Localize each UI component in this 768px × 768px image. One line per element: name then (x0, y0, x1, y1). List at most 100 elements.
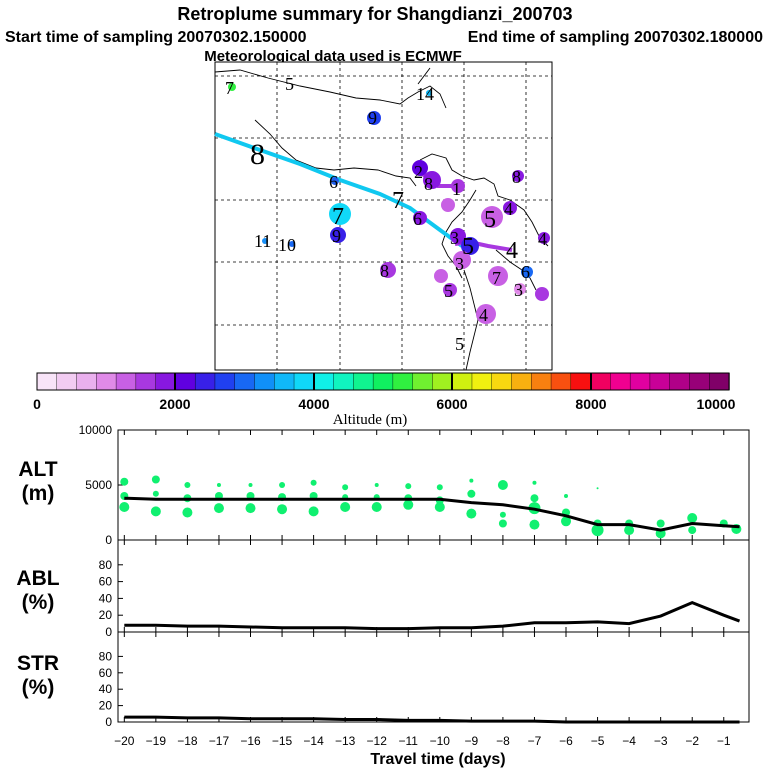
map-point (413, 211, 427, 225)
day-label: 5 (285, 74, 294, 94)
altitude-scatter-point (497, 480, 508, 490)
altitude-scatter-point (310, 479, 317, 486)
colorbar-swatch (194, 372, 216, 391)
colorbar-swatch (689, 372, 710, 391)
map-point (426, 90, 432, 96)
altitude-scatter-point (245, 503, 256, 514)
altitude-scatter-point (151, 475, 160, 484)
x-tick-label: −8 (496, 734, 510, 748)
altitude-scatter-point (119, 502, 130, 512)
colorbar-swatch (254, 372, 275, 391)
map-point (450, 228, 466, 244)
x-tick-label: −16 (240, 734, 261, 748)
x-tick-label: −1 (717, 734, 731, 748)
map-point (412, 160, 428, 176)
map-point (481, 206, 503, 228)
map-point (476, 304, 496, 324)
day-label: 3 (455, 254, 464, 274)
x-tick-label: −11 (399, 734, 419, 748)
day-label: 8 (250, 138, 265, 171)
day-label: 4 (479, 305, 488, 325)
altitude-scatter-point (213, 503, 224, 514)
day-label: 9 (368, 108, 377, 128)
day-label: 4 (506, 238, 518, 264)
str-panel-label: STR (17, 652, 59, 675)
map-gridlines (215, 62, 552, 370)
map-point (535, 287, 549, 301)
altitude-scatter-point (624, 525, 635, 536)
colorbar-tick: 4000 (298, 396, 329, 412)
alt-panel-label: ALT (18, 458, 57, 481)
colorbar-swatch (452, 372, 473, 391)
map-point (453, 251, 471, 269)
colorbar-swatch (96, 372, 117, 391)
alt-panel-frame (117, 429, 750, 541)
x-axis-label: Travel time (days) (370, 751, 505, 768)
colorbar-swatch (175, 372, 196, 391)
x-tick-label: −19 (146, 734, 167, 748)
y-tick-label: 60 (99, 666, 113, 680)
colorbar-tick: 10000 (697, 396, 736, 412)
altitude-scatter-point (184, 482, 191, 488)
altitude-scatter-point (279, 482, 286, 488)
colorbar-swatch (511, 372, 532, 391)
chart-title: Retroplume summary for Shangdianzi_20070… (177, 4, 572, 24)
day-label: 7 (392, 188, 404, 214)
altitude-scatter-point (405, 483, 412, 490)
colorbar-swatch (36, 372, 58, 391)
x-tick-label: −13 (335, 734, 356, 748)
subtitle-start-time: Start time of sampling 20070302.150000 (5, 29, 307, 46)
map-point (289, 241, 295, 247)
colorbar-label: Altitude (m) (333, 412, 408, 428)
map-point (521, 266, 533, 278)
altitude-scatter-point (277, 504, 288, 515)
map-point (434, 269, 448, 283)
day-label: 6 (521, 262, 530, 282)
colorbar-swatch (491, 372, 513, 391)
y-tick-label: 0 (105, 715, 112, 729)
x-tick-label: −5 (591, 734, 605, 748)
altitude-scatter-point (248, 483, 253, 487)
x-tick-label: −9 (465, 734, 479, 748)
y-tick-label: 80 (99, 558, 113, 572)
day-label: 1 (452, 179, 461, 199)
altitude-scatter-point (596, 487, 599, 490)
map-point (331, 177, 339, 185)
day-label: 8 (424, 174, 433, 194)
map-point (488, 266, 508, 286)
colorbar-swatch (709, 372, 730, 391)
day-label: 10 (278, 235, 296, 255)
y-tick-label: 80 (99, 649, 113, 663)
x-tick-label: −12 (367, 734, 388, 748)
altitude-scatter-point (656, 519, 665, 528)
x-tick-label: −14 (303, 734, 324, 748)
colorbar-swatch (372, 372, 394, 391)
str-series-line (124, 715, 740, 724)
map-point (441, 198, 455, 212)
colorbar-swatch (76, 372, 98, 391)
altitude-scatter-point (120, 477, 129, 486)
altitude-scatter-point (150, 506, 161, 517)
day-label: 14 (416, 84, 434, 104)
x-tick-label: −10 (430, 734, 451, 748)
colorbar-tick: 6000 (436, 396, 467, 412)
day-label: 4 (538, 229, 547, 249)
colorbar-swatch (333, 372, 355, 391)
altitude-scatter-point (687, 513, 698, 523)
y-tick-label: 10000 (79, 423, 113, 437)
colorbar-tick: 8000 (575, 396, 606, 412)
colorbar-swatch (214, 372, 236, 391)
y-tick-label: 0 (105, 533, 112, 547)
day-label: 5 (444, 281, 453, 301)
colorbar-swatch (135, 372, 157, 391)
day-label: 7 (332, 204, 344, 230)
altitude-scatter-point (308, 506, 319, 517)
altitude-scatter-point (434, 502, 445, 512)
altitude-scatter-point (591, 524, 604, 537)
x-tick-label: −15 (272, 734, 293, 748)
abl-panel-label: ABL (16, 567, 59, 590)
subtitle-met-data: Meteorological data used is ECMWF (204, 48, 462, 65)
colorbar-swatch (234, 372, 256, 391)
